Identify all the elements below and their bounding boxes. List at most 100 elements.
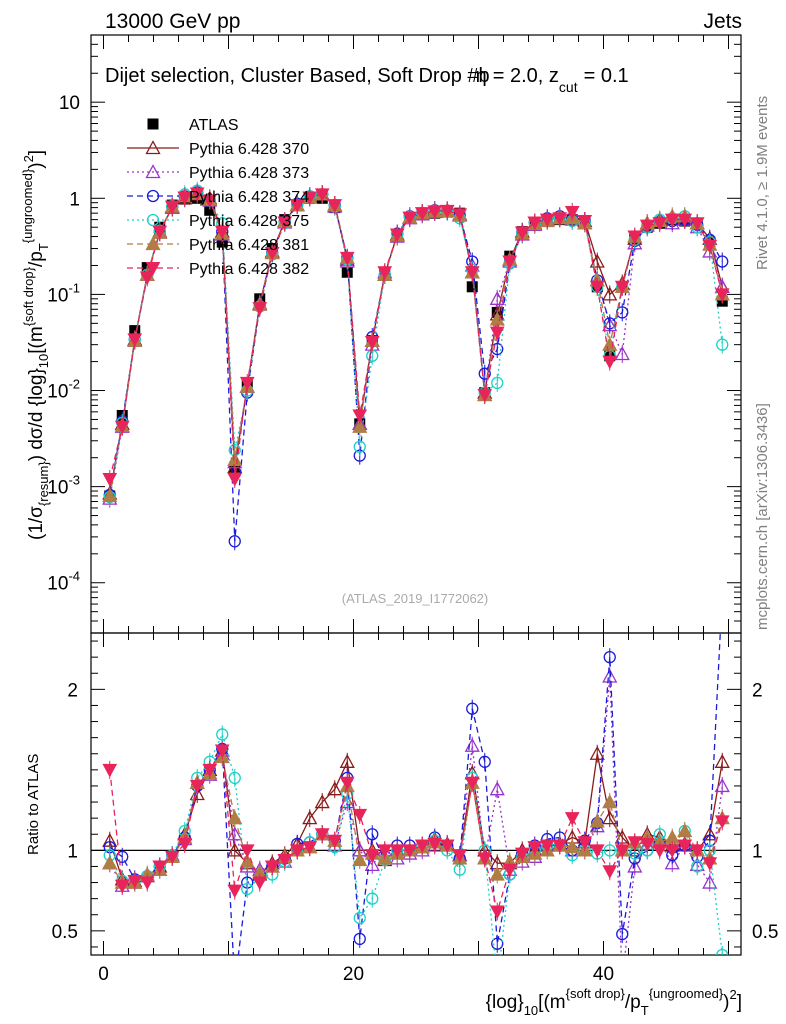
legend-label: Pythia 6.428 373 <box>189 165 309 182</box>
ratio-x-tick-label: 20 <box>343 964 364 985</box>
legend-entry-pythia-6-428-382: Pythia 6.428 382 <box>127 261 309 278</box>
legend-marker <box>147 118 159 130</box>
legend-marker <box>146 213 160 227</box>
ratio-y-tick-label: 2 <box>67 680 78 701</box>
series-line-pythia-6-428-373 <box>109 676 723 955</box>
data-point <box>202 194 218 208</box>
data-point <box>353 911 366 925</box>
data-point <box>616 306 629 319</box>
legend-label: Pythia 6.428 381 <box>189 237 309 254</box>
data-point <box>139 876 155 891</box>
data-point <box>366 828 379 841</box>
data-point <box>552 212 568 226</box>
data-point <box>502 863 518 878</box>
data-point <box>491 376 504 390</box>
data-point <box>364 335 380 350</box>
data-point <box>466 281 478 293</box>
data-point <box>339 251 355 266</box>
data-point <box>402 211 418 226</box>
legend-entry-pythia-6-428-381: Pythia 6.428 381 <box>127 236 309 254</box>
data-point <box>714 778 730 793</box>
data-point <box>227 473 243 487</box>
legend-entry-pythia-6-428-373: Pythia 6.428 373 <box>127 164 309 182</box>
data-point <box>264 246 280 261</box>
data-point <box>577 215 593 229</box>
data-point <box>627 858 643 873</box>
data-point <box>589 813 605 828</box>
data-point <box>464 776 480 791</box>
data-point <box>489 905 505 920</box>
data-point <box>228 535 241 548</box>
data-point <box>464 266 480 280</box>
data-point <box>527 841 543 855</box>
data-point <box>478 755 491 768</box>
data-point <box>116 850 129 863</box>
data-point <box>677 823 693 838</box>
ratio-plot-frame <box>90 632 742 956</box>
data-point <box>239 844 255 858</box>
plot-title-cut: cut <box>559 79 578 95</box>
data-point <box>602 865 618 879</box>
data-point <box>352 409 368 424</box>
data-point <box>664 844 680 858</box>
data-point <box>489 866 505 881</box>
main-y-tick-label: 10-4 <box>47 569 80 595</box>
data-point <box>389 844 405 858</box>
data-point <box>102 473 118 487</box>
series-pythia-6-428-382 <box>102 184 730 489</box>
ratio-series-layer <box>102 633 730 955</box>
ratio-y-tick-label-right: 1 <box>752 841 763 862</box>
main-ylabel: (1/σ{resum}) dσ/d {log}10[(m{soft drop}/… <box>20 150 51 540</box>
data-point <box>127 874 143 889</box>
data-point <box>602 810 618 825</box>
legend-entry-pythia-6-428-375: Pythia 6.428 375 <box>127 213 309 230</box>
data-point <box>527 216 543 231</box>
data-point <box>314 828 330 842</box>
data-point <box>427 205 443 219</box>
data-point <box>102 855 118 870</box>
legend-marker <box>145 140 161 155</box>
data-point <box>353 440 366 453</box>
legend-label: Pythia 6.428 374 <box>189 189 309 206</box>
data-point <box>302 191 318 206</box>
data-point <box>202 763 218 778</box>
data-point <box>239 376 255 391</box>
data-point <box>716 948 729 955</box>
data-point <box>514 226 530 241</box>
data-point <box>352 808 368 823</box>
data-point <box>339 776 355 791</box>
data-point <box>327 834 343 849</box>
data-point <box>691 860 704 873</box>
data-point <box>327 199 343 213</box>
data-point <box>689 844 705 858</box>
ratio-x-tick-label: 40 <box>593 964 614 985</box>
data-point <box>452 849 468 863</box>
data-point <box>716 255 729 268</box>
data-point <box>489 326 505 341</box>
data-point <box>204 204 216 216</box>
data-point <box>127 333 143 347</box>
data-point <box>614 346 630 361</box>
data-point <box>264 860 280 874</box>
data-point <box>614 844 630 858</box>
ratio-y-tick-label-right: 0.5 <box>752 922 778 943</box>
series-pythia-6-428-373 <box>102 667 730 955</box>
data-point <box>466 702 479 715</box>
legend-entry-atlas: ATLAS <box>147 117 239 134</box>
ratio-axes: 0 20 40 0.5 0.5 1 1 2 2 <box>52 633 778 985</box>
data-point <box>652 844 668 858</box>
data-point <box>589 745 605 760</box>
legend-marker <box>145 164 161 179</box>
data-point <box>102 488 118 503</box>
data-point <box>514 847 530 862</box>
main-y-tick-label: 10-2 <box>47 377 80 403</box>
data-point <box>414 839 430 854</box>
data-point <box>289 199 305 213</box>
data-point <box>427 837 443 852</box>
data-point <box>277 854 293 868</box>
data-point <box>439 204 455 219</box>
data-point <box>491 937 504 950</box>
data-point <box>489 290 505 305</box>
data-point <box>664 829 680 844</box>
